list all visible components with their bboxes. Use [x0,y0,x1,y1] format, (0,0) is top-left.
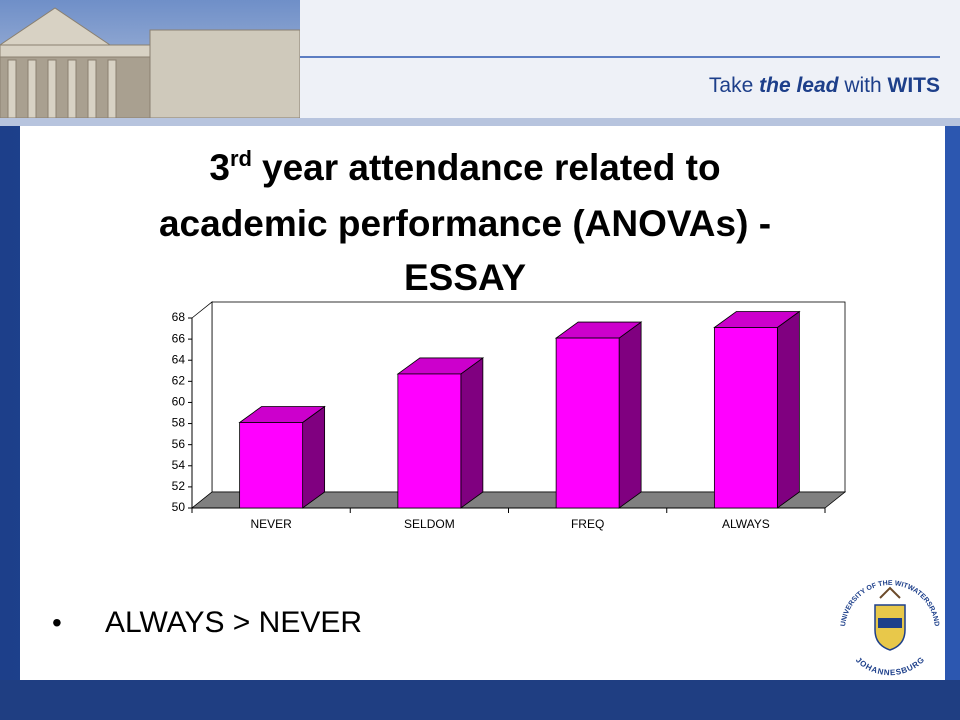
header-panel [300,0,960,118]
y-tick-label: 50 [172,500,186,514]
side-wall [191,301,213,509]
tagline: Take the lead with WITS [709,74,940,97]
x-tick-label: FREQ [571,517,604,531]
logo-crest [879,586,901,599]
y-tick-label: 68 [172,310,186,324]
chart: 50 52 54 56 58 60 62 64 66 68 NEVER SELDOM FREQ ALWAY… [172,301,847,531]
tagline-part: WITS [888,74,941,97]
bar [555,337,620,509]
y-tick-label: 60 [172,395,186,409]
tagline-part: the lead [759,74,840,97]
logo-band [878,618,902,628]
x-tick-label: ALWAYS [722,517,770,531]
x-tick-label: NEVER [250,517,292,531]
title-line: academic performance (ANOVAs) - [159,203,771,244]
bar-side [618,321,642,509]
y-tick-label: 62 [172,374,186,388]
x-tick-label: SELDOM [404,517,455,531]
title-part: rd [230,146,252,171]
title-part: 3 [209,147,230,188]
header-border [0,118,960,126]
bar-side [302,405,326,509]
title-line: ESSAY [404,257,526,298]
y-tick-label: 66 [172,331,186,345]
bar-side [776,310,800,509]
bullet-marker: • [52,607,62,638]
tagline-part: Take [709,74,759,97]
y-tick-label: 52 [172,479,186,493]
building [0,7,301,119]
bar [239,422,304,509]
bullet-text: ALWAYS > NEVER [105,606,362,639]
title-part: year attendance related to [262,147,721,188]
bar [397,373,462,509]
y-tick-label: 64 [172,352,186,366]
slide-title: 3rd year attendance related to academic p… [159,146,771,298]
y-tick-label: 54 [172,458,186,472]
footer-band [0,680,960,720]
bar [713,327,778,509]
y-tick-label: 58 [172,416,186,430]
y-tick-label: 56 [172,437,186,451]
bar-side [460,357,484,509]
tagline-part: with [838,74,887,97]
